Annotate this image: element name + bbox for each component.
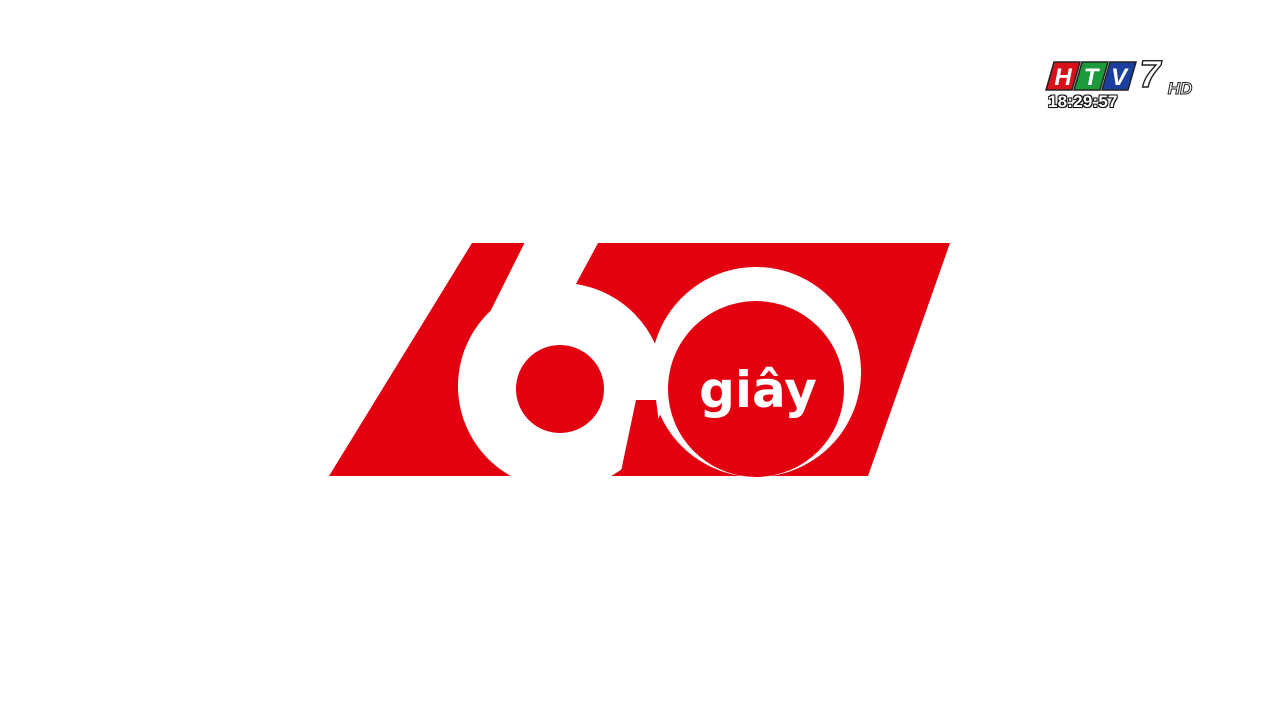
svg-text:T: T xyxy=(1084,64,1101,91)
svg-text:7: 7 xyxy=(1139,56,1162,96)
broadcast-clock: 18:29:57 xyxy=(1048,92,1118,111)
htv7-hd-logo: H T V 7 HD xyxy=(1045,56,1193,98)
giay-wordmark: giây xyxy=(699,361,817,419)
channel-bug: H T V 7 HD 18:29:57 xyxy=(1040,56,1210,120)
giay-disc xyxy=(668,301,844,477)
sixty-giay-logo: giây xyxy=(329,243,950,477)
svg-text:H: H xyxy=(1054,64,1072,91)
svg-text:HD: HD xyxy=(1168,79,1193,98)
svg-text:V: V xyxy=(1111,64,1129,91)
six-dot xyxy=(516,345,604,433)
